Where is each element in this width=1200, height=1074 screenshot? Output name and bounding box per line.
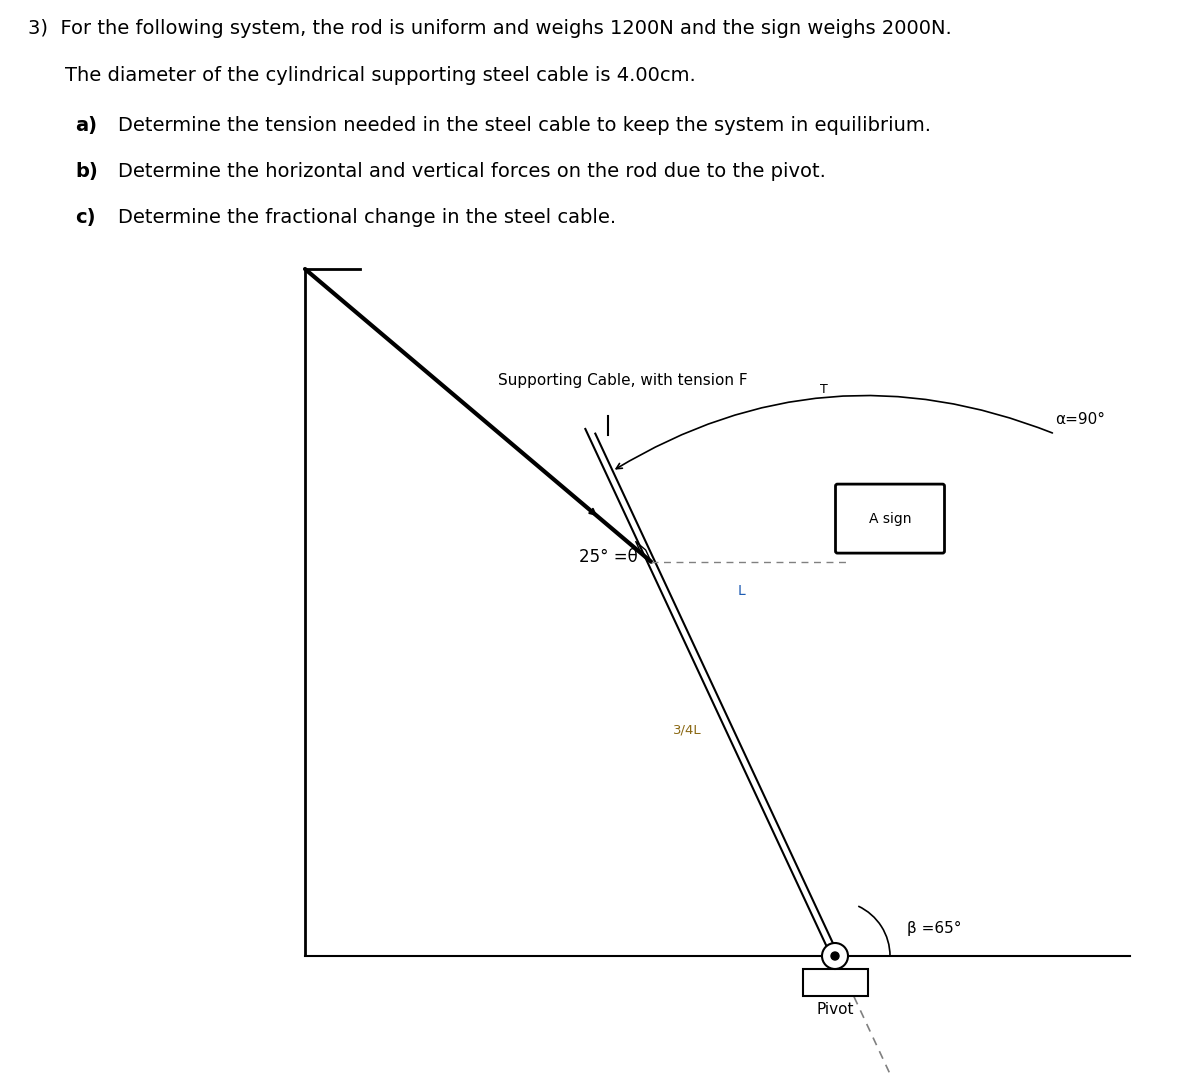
Text: b): b) (74, 162, 97, 182)
Text: c): c) (74, 208, 96, 227)
Text: a): a) (74, 116, 97, 135)
Text: Determine the fractional change in the steel cable.: Determine the fractional change in the s… (118, 208, 616, 227)
Text: Pivot: Pivot (816, 1002, 853, 1017)
FancyBboxPatch shape (835, 484, 944, 553)
Text: L: L (737, 584, 745, 598)
Text: 25° =θ: 25° =θ (580, 548, 638, 566)
Text: Supporting Cable, with tension F: Supporting Cable, with tension F (498, 373, 748, 388)
Text: A sign: A sign (869, 511, 911, 525)
Text: Determine the horizontal and vertical forces on the rod due to the pivot.: Determine the horizontal and vertical fo… (118, 162, 826, 182)
Text: Determine the tension needed in the steel cable to keep the system in equilibriu: Determine the tension needed in the stee… (118, 116, 931, 135)
Text: β =65°: β =65° (907, 920, 961, 935)
Text: α=90°: α=90° (1055, 411, 1105, 426)
Bar (803, 969, 868, 996)
Text: The diameter of the cylindrical supporting steel cable is 4.00cm.: The diameter of the cylindrical supporti… (65, 66, 696, 85)
Circle shape (830, 952, 839, 960)
Text: 3)  For the following system, the rod is uniform and weighs 1200N and the sign w: 3) For the following system, the rod is … (28, 19, 952, 38)
Text: T: T (820, 382, 828, 396)
Text: 3/4L: 3/4L (673, 724, 702, 737)
Circle shape (822, 943, 848, 969)
